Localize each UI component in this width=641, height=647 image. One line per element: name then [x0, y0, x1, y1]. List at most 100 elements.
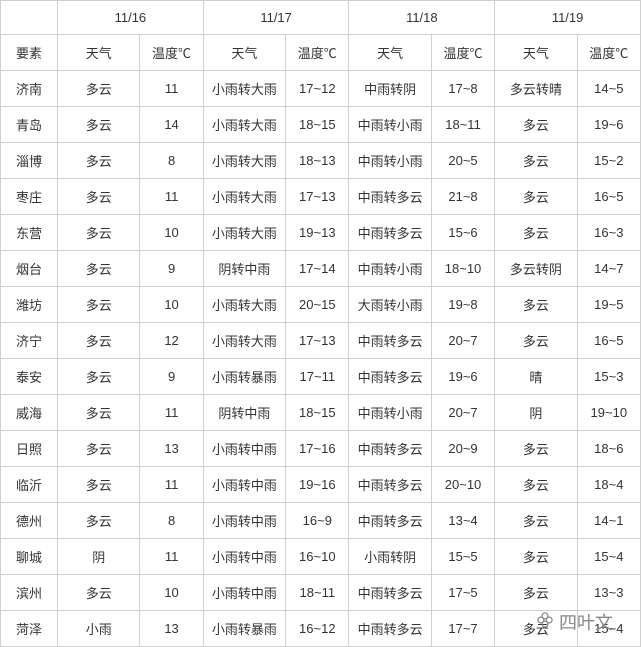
weather-cell: 小雨转大雨 [203, 215, 285, 251]
weather-cell: 小雨转中雨 [203, 575, 285, 611]
temp-cell: 13~4 [431, 503, 494, 539]
city-cell: 枣庄 [1, 179, 58, 215]
temp-cell: 19~10 [577, 395, 640, 431]
table-row: 枣庄多云11小雨转大雨17~13中雨转多云21~8多云16~5 [1, 179, 641, 215]
temp-header-4: 温度℃ [577, 35, 640, 71]
temp-cell: 19~5 [577, 287, 640, 323]
weather-cell: 多云转晴 [495, 71, 577, 107]
temp-cell: 21~8 [431, 179, 494, 215]
weather-cell: 小雨转大雨 [203, 179, 285, 215]
temp-cell: 17~13 [286, 179, 349, 215]
temp-cell: 15~5 [431, 539, 494, 575]
temp-header-3: 温度℃ [431, 35, 494, 71]
temp-cell: 15~4 [577, 539, 640, 575]
date-header-2: 11/17 [203, 1, 349, 35]
weather-cell: 中雨转小雨 [349, 143, 431, 179]
temp-cell: 18~10 [431, 251, 494, 287]
temp-cell: 17~7 [431, 611, 494, 647]
date-header-3: 11/18 [349, 1, 495, 35]
date-header-4: 11/19 [495, 1, 641, 35]
temp-cell: 20~7 [431, 395, 494, 431]
weather-cell: 中雨转小雨 [349, 251, 431, 287]
weather-cell: 中雨转阴 [349, 71, 431, 107]
temp-cell: 20~10 [431, 467, 494, 503]
temp-cell: 19~16 [286, 467, 349, 503]
temp-cell: 14~1 [577, 503, 640, 539]
weather-cell: 多云 [495, 467, 577, 503]
temp-cell: 10 [140, 287, 203, 323]
temp-cell: 13~3 [577, 575, 640, 611]
temp-cell: 16~3 [577, 215, 640, 251]
temp-cell: 8 [140, 503, 203, 539]
sub-header-row: 要素 天气 温度℃ 天气 温度℃ 天气 温度℃ 天气 温度℃ [1, 35, 641, 71]
weather-cell: 多云 [58, 359, 140, 395]
temp-cell: 9 [140, 251, 203, 287]
weather-cell: 小雨转中雨 [203, 539, 285, 575]
weather-cell: 中雨转多云 [349, 575, 431, 611]
weather-cell: 多云 [495, 503, 577, 539]
table-row: 潍坊多云10小雨转大雨20~15大雨转小雨19~8多云19~5 [1, 287, 641, 323]
blank-header [1, 1, 58, 35]
weather-cell: 小雨转中雨 [203, 431, 285, 467]
weather-cell: 多云 [58, 395, 140, 431]
city-cell: 临沂 [1, 467, 58, 503]
city-cell: 潍坊 [1, 287, 58, 323]
weather-cell: 中雨转多云 [349, 611, 431, 647]
weather-cell: 多云 [58, 107, 140, 143]
table-row: 烟台多云9阴转中雨17~14中雨转小雨18~10多云转阴14~7 [1, 251, 641, 287]
table-row: 泰安多云9小雨转暴雨17~11中雨转多云19~6晴15~3 [1, 359, 641, 395]
weather-cell: 小雨 [58, 611, 140, 647]
weather-cell: 阴转中雨 [203, 251, 285, 287]
weather-cell: 多云 [495, 143, 577, 179]
weather-cell: 多云 [58, 71, 140, 107]
weather-cell: 多云 [58, 251, 140, 287]
temp-cell: 11 [140, 539, 203, 575]
table-row: 滨州多云10小雨转中雨18~11中雨转多云17~5多云13~3 [1, 575, 641, 611]
weather-cell: 多云 [495, 431, 577, 467]
weather-cell: 多云 [58, 179, 140, 215]
temp-cell: 12 [140, 323, 203, 359]
weather-cell: 多云 [58, 323, 140, 359]
weather-cell: 多云 [58, 431, 140, 467]
city-cell: 菏泽 [1, 611, 58, 647]
weather-header-1: 天气 [58, 35, 140, 71]
table-row: 日照多云13小雨转中雨17~16中雨转多云20~9多云18~6 [1, 431, 641, 467]
temp-cell: 17~14 [286, 251, 349, 287]
table-row: 济南多云11小雨转大雨17~12中雨转阴17~8多云转晴14~5 [1, 71, 641, 107]
temp-cell: 19~8 [431, 287, 494, 323]
table-row: 青岛多云14小雨转大雨18~15中雨转小雨18~11多云19~6 [1, 107, 641, 143]
temp-cell: 18~15 [286, 107, 349, 143]
weather-cell: 小雨转暴雨 [203, 359, 285, 395]
temp-cell: 16~12 [286, 611, 349, 647]
weather-cell: 多云 [495, 575, 577, 611]
weather-cell: 多云 [495, 215, 577, 251]
city-cell: 东营 [1, 215, 58, 251]
temp-cell: 15~4 [577, 611, 640, 647]
weather-forecast-table: 11/16 11/17 11/18 11/19 要素 天气 温度℃ 天气 温度℃… [0, 0, 641, 647]
temp-cell: 20~5 [431, 143, 494, 179]
weather-cell: 中雨转小雨 [349, 395, 431, 431]
temp-cell: 17~8 [431, 71, 494, 107]
temp-cell: 20~7 [431, 323, 494, 359]
weather-cell: 多云 [58, 503, 140, 539]
temp-cell: 14~5 [577, 71, 640, 107]
temp-cell: 17~13 [286, 323, 349, 359]
temp-cell: 17~12 [286, 71, 349, 107]
table-row: 东营多云10小雨转大雨19~13中雨转多云15~6多云16~3 [1, 215, 641, 251]
table-row: 威海多云11阴转中雨18~15中雨转小雨20~7阴19~10 [1, 395, 641, 431]
temp-cell: 18~4 [577, 467, 640, 503]
weather-cell: 阴 [58, 539, 140, 575]
temp-cell: 16~10 [286, 539, 349, 575]
table-row: 德州多云8小雨转中雨16~9中雨转多云13~4多云14~1 [1, 503, 641, 539]
table-row: 济宁多云12小雨转大雨17~13中雨转多云20~7多云16~5 [1, 323, 641, 359]
temp-cell: 19~6 [577, 107, 640, 143]
temp-cell: 15~6 [431, 215, 494, 251]
temp-cell: 18~6 [577, 431, 640, 467]
weather-header-3: 天气 [349, 35, 431, 71]
weather-cell: 大雨转小雨 [349, 287, 431, 323]
city-cell: 德州 [1, 503, 58, 539]
temp-cell: 11 [140, 467, 203, 503]
table-row: 菏泽小雨13小雨转暴雨16~12中雨转多云17~7多云15~4 [1, 611, 641, 647]
weather-cell: 多云 [58, 287, 140, 323]
temp-cell: 15~2 [577, 143, 640, 179]
